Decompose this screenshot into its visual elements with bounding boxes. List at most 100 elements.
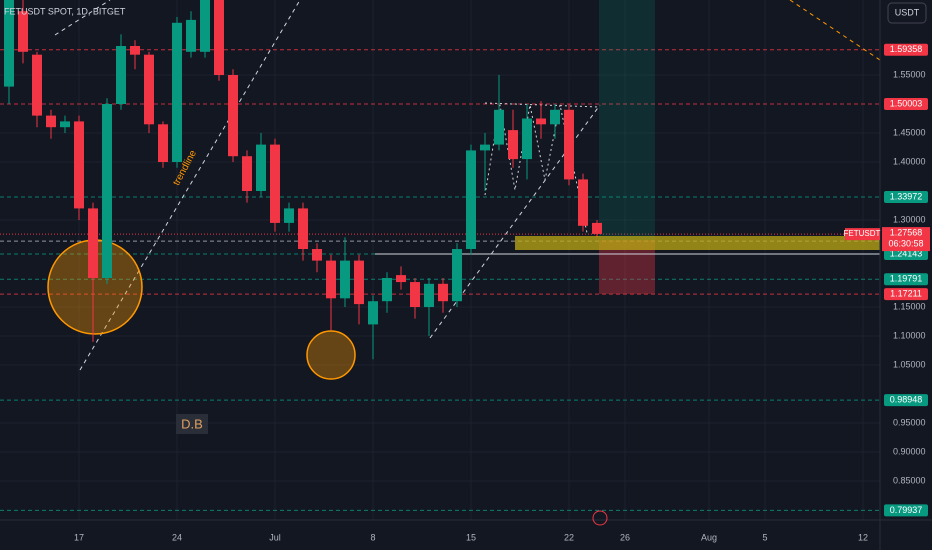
currency-button[interactable] <box>887 2 927 24</box>
x-tick-label: 22 <box>564 532 574 542</box>
candle-body <box>578 179 588 226</box>
y-tick-label: 0.85000 <box>893 475 926 485</box>
level-label-box <box>884 190 928 203</box>
annotation: D.B <box>181 416 203 431</box>
highlight-circle <box>306 330 356 380</box>
profit-zone <box>599 0 655 240</box>
level-label-box <box>884 504 928 517</box>
y-tick-label: 1.40000 <box>893 156 926 166</box>
x-tick-label: Aug <box>701 532 717 542</box>
candle-body <box>396 275 406 283</box>
candle-body <box>298 208 308 250</box>
last-price-box <box>882 227 930 252</box>
candle-body <box>158 124 168 163</box>
x-tick-label: 12 <box>858 532 868 542</box>
symbol-tag <box>845 228 880 241</box>
candle-body <box>494 109 504 145</box>
x-tick-label: 8 <box>370 532 375 542</box>
candle-body <box>186 19 196 52</box>
candle-body <box>550 109 560 125</box>
level-label-box <box>884 43 928 56</box>
x-tick-label: 26 <box>620 532 630 542</box>
candles <box>4 0 602 360</box>
candle-body <box>256 144 266 192</box>
candle-body <box>74 121 84 209</box>
candle-body <box>18 11 28 52</box>
drawings-top <box>515 236 880 250</box>
y-tick-label: 1.10000 <box>893 330 926 340</box>
level-label: 1.33972 <box>890 191 923 201</box>
candle-body <box>46 115 56 128</box>
level-label: 0.79937 <box>890 505 923 515</box>
level-label: 1.59358 <box>890 44 923 54</box>
level-label-box <box>884 97 928 110</box>
candle-body <box>214 0 224 75</box>
candle-body <box>410 282 420 308</box>
x-tick-label: 17 <box>74 532 84 542</box>
candle-body <box>438 283 448 302</box>
currency[interactable]: USDT <box>895 7 920 17</box>
candle-body <box>382 278 392 302</box>
grid <box>0 0 880 520</box>
candle-body <box>200 0 210 52</box>
trend-line <box>54 0 111 36</box>
level-label: 1.19791 <box>890 274 923 284</box>
pattern-line <box>484 102 601 108</box>
last-price-label: 1.27568 <box>890 227 923 237</box>
candle-body <box>312 249 322 261</box>
support-zone <box>515 236 880 250</box>
x-tick-label: 24 <box>172 532 182 542</box>
candle-body <box>424 283 434 308</box>
candle-body <box>172 22 182 163</box>
candle-body <box>522 118 532 160</box>
y-tick-label: 1.45000 <box>893 127 926 137</box>
y-tick-label: 1.05000 <box>893 359 926 369</box>
candle-body <box>144 54 154 125</box>
candle-body <box>130 45 140 55</box>
level-label-box <box>884 288 928 301</box>
level-label-box <box>884 273 928 286</box>
candle-body <box>228 74 238 157</box>
level-label: 1.24143 <box>890 248 923 258</box>
candle-body <box>466 150 476 250</box>
candle-body <box>116 45 126 104</box>
event-icon[interactable] <box>592 510 608 526</box>
candle-body <box>284 208 294 223</box>
y-tick-label: 1.30000 <box>893 214 926 224</box>
candle-body <box>592 222 602 234</box>
candle-body <box>60 121 70 128</box>
level-label: 1.17211 <box>890 289 922 299</box>
candle-body <box>32 54 42 116</box>
candle-body <box>354 260 364 305</box>
x-tick-label: 5 <box>762 532 767 542</box>
trend-line <box>789 0 880 61</box>
level-label: 0.98948 <box>890 394 923 404</box>
candle-body <box>536 118 546 125</box>
candle-body <box>564 109 574 180</box>
candle-body <box>102 104 112 279</box>
y-tick-label: 1.55000 <box>893 69 926 79</box>
y-tick-label: 0.90000 <box>893 446 926 456</box>
candle-body <box>4 0 14 87</box>
y-tick-label: 1.15000 <box>893 301 926 311</box>
x-tick-label: 15 <box>466 532 476 542</box>
countdown: 06:30:58 <box>888 238 923 248</box>
candle-body <box>508 130 518 160</box>
y-tick-label: 0.95000 <box>893 417 926 427</box>
level-label: 1.50003 <box>890 98 923 108</box>
candle-body <box>480 144 490 151</box>
level-label-box <box>884 394 928 407</box>
annotation-box <box>176 414 208 434</box>
candle-body <box>270 144 280 223</box>
axis: 1.55000 1.45000 1.40000 1.30000 1.15000 1.100… <box>74 43 930 542</box>
candle-body <box>340 260 350 299</box>
candle-body <box>242 156 252 192</box>
candle-body <box>326 260 336 299</box>
candle-body <box>88 208 98 279</box>
candle-body <box>452 249 462 302</box>
x-tick-label: Jul <box>269 532 281 542</box>
chart-title: FETUSDT SPOT, 1D, BITGET <box>4 6 126 16</box>
candle-body <box>368 301 378 325</box>
